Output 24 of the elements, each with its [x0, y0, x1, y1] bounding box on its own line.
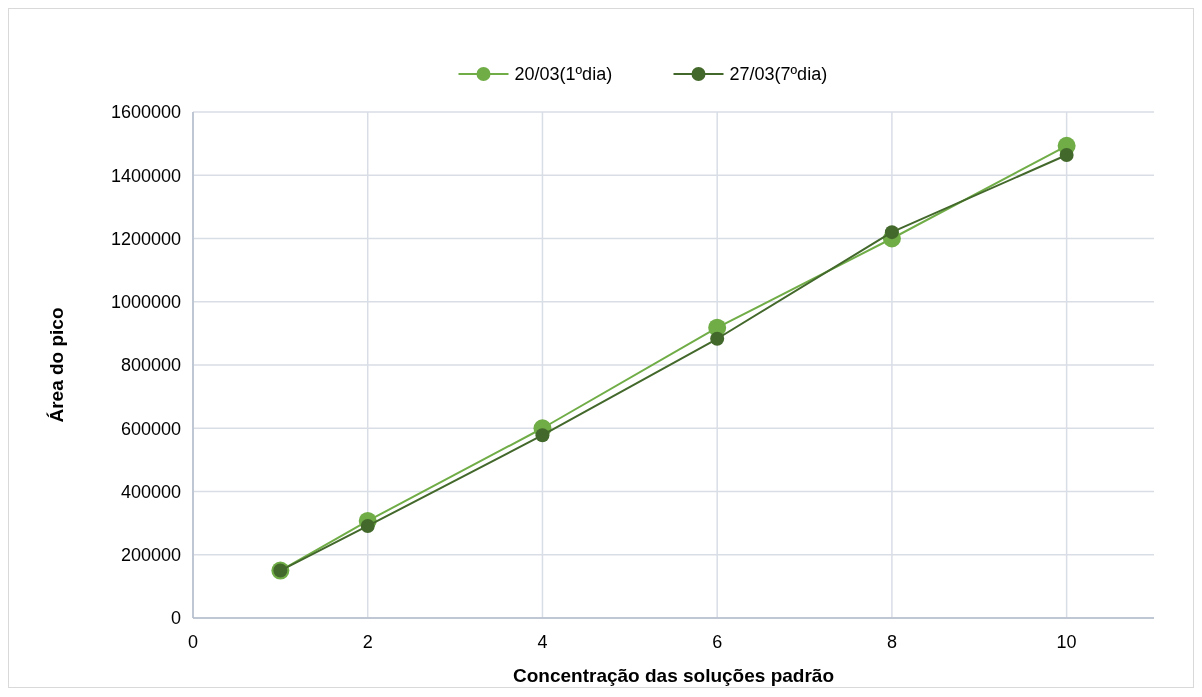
y-tick-label: 600000 — [120, 418, 181, 439]
point — [1059, 148, 1074, 163]
x-axis-title: Concentração das soluções padrão — [513, 665, 834, 686]
y-tick-label: 1400000 — [110, 165, 181, 186]
x-tick-label: 0 — [187, 632, 199, 652]
x-tick-label: 6 — [712, 632, 723, 652]
x-tick-label: 8 — [886, 632, 897, 652]
y-tick-label: 800000 — [120, 355, 181, 376]
y-axis-title: Área do pico — [46, 307, 67, 423]
y-tick-label: 0 — [170, 608, 181, 629]
y-tick-label: 1600000 — [110, 102, 181, 123]
point — [884, 225, 899, 240]
legend-label: 20/03(1ºdia) — [514, 64, 613, 85]
y-tick-label: 1200000 — [110, 228, 181, 249]
y-tick-label: 200000 — [120, 545, 181, 566]
legend-label: 27/03(7ºdia) — [729, 64, 828, 85]
x-tick-label: 10 — [1056, 632, 1077, 652]
point — [360, 518, 375, 533]
point — [535, 428, 550, 443]
point — [710, 331, 725, 346]
x-tick-label: 4 — [537, 632, 548, 652]
y-tick-label: 400000 — [120, 481, 181, 502]
y-tick-label: 1000000 — [110, 292, 181, 313]
x-tick-label: 2 — [362, 632, 373, 652]
